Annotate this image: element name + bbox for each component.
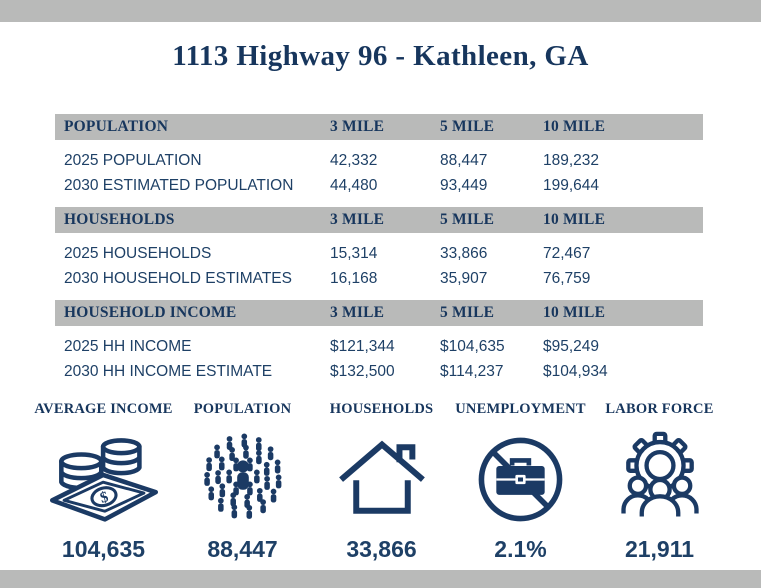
cell-10mile: 189,232 — [543, 151, 600, 169]
row-label: 2025 HOUSEHOLDS — [64, 244, 212, 262]
house-icon — [336, 430, 428, 528]
row-label: 2025 HH INCOME — [64, 337, 192, 355]
stat-value: 2.1% — [494, 536, 547, 562]
cell-3mile: $132,500 — [330, 362, 395, 380]
top-bar — [0, 0, 761, 22]
cell-10mile: 76,759 — [543, 269, 591, 287]
cell-10mile: 72,467 — [543, 244, 591, 262]
stat-average-income: AVERAGE INCOME $ 104,635 — [34, 401, 173, 563]
cell-5mile: 88,447 — [440, 151, 488, 169]
table-section-population: POPULATION 3 MILE 5 MILE 10 MILE 2025 PO… — [55, 114, 703, 207]
section-header: HOUSEHOLDS 3 MILE 5 MILE 10 MILE — [55, 207, 703, 233]
table-row: 2025 POPULATION 42,332 88,447 189,232 — [55, 148, 703, 173]
stat-population: POPULATION — [173, 401, 312, 563]
crowd-icon — [195, 430, 291, 528]
col-header-10mile: 10 MILE — [543, 211, 606, 228]
cell-3mile: 15,314 — [330, 244, 378, 262]
section-title: HOUSEHOLD INCOME — [64, 304, 237, 321]
table-row: 2030 HOUSEHOLD ESTIMATES 16,168 35,907 7… — [55, 266, 703, 291]
section-title: POPULATION — [64, 118, 169, 135]
section-title: HOUSEHOLDS — [64, 211, 175, 228]
stat-label: AVERAGE INCOME — [34, 401, 173, 417]
bottom-bar — [0, 570, 761, 588]
demographics-table: POPULATION 3 MILE 5 MILE 10 MILE 2025 PO… — [55, 114, 703, 393]
stat-value: 88,447 — [207, 536, 278, 562]
cell-5mile: 93,449 — [440, 176, 488, 194]
cell-3mile: 16,168 — [330, 269, 378, 287]
table-section-households: HOUSEHOLDS 3 MILE 5 MILE 10 MILE 2025 HO… — [55, 207, 703, 300]
col-header-10mile: 10 MILE — [543, 118, 606, 135]
stat-value: 21,911 — [624, 536, 695, 562]
cell-10mile: $104,934 — [543, 362, 608, 380]
stat-unemployment: UNEMPLOYMENT 2.1% — [451, 401, 590, 563]
cell-10mile: $95,249 — [543, 337, 600, 355]
cell-3mile: 42,332 — [330, 151, 378, 169]
cell-5mile: 33,866 — [440, 244, 488, 262]
table-row: 2025 HOUSEHOLDS 15,314 33,866 72,467 — [55, 241, 703, 266]
cell-5mile: $114,237 — [440, 362, 504, 380]
cell-3mile: $121,344 — [330, 337, 395, 355]
stat-value: 104,635 — [61, 536, 146, 562]
no-work-icon — [474, 430, 567, 528]
stat-label: HOUSEHOLDS — [329, 401, 434, 417]
col-header-10mile: 10 MILE — [543, 304, 606, 321]
cell-5mile: 35,907 — [440, 269, 488, 287]
cell-3mile: 44,480 — [330, 176, 378, 194]
section-header: POPULATION 3 MILE 5 MILE 10 MILE — [55, 114, 703, 140]
table-row: 2030 ESTIMATED POPULATION 44,480 93,449 … — [55, 173, 703, 198]
col-header-5mile: 5 MILE — [440, 304, 495, 321]
stat-households: HOUSEHOLDS 33,866 — [312, 401, 451, 563]
table-row: 2025 HH INCOME $121,344 $104,635 $95,249 — [55, 334, 703, 359]
section-header: HOUSEHOLD INCOME 3 MILE 5 MILE 10 MILE — [55, 300, 703, 326]
stat-labor-force: LABOR FORCE — [590, 401, 729, 563]
key-stats-row: AVERAGE INCOME $ 104,635 POPULATION — [0, 401, 761, 563]
cell-5mile: $104,635 — [440, 337, 505, 355]
stat-label: UNEMPLOYMENT — [455, 401, 586, 417]
row-label: 2030 ESTIMATED POPULATION — [64, 176, 294, 194]
col-header-5mile: 5 MILE — [440, 118, 495, 135]
page-title: 1113 Highway 96 - Kathleen, GA — [172, 40, 589, 72]
money-icon: $ — [45, 430, 163, 528]
row-label: 2025 POPULATION — [64, 151, 202, 169]
col-header-3mile: 3 MILE — [330, 304, 385, 321]
table-row: 2030 HH INCOME ESTIMATE $132,500 $114,23… — [55, 359, 703, 384]
row-label: 2030 HH INCOME ESTIMATE — [64, 362, 273, 380]
col-header-3mile: 3 MILE — [330, 118, 385, 135]
cell-10mile: 199,644 — [543, 176, 600, 194]
stat-value: 33,866 — [346, 536, 417, 562]
col-header-5mile: 5 MILE — [440, 211, 495, 228]
stat-label: LABOR FORCE — [605, 401, 714, 417]
stat-label: POPULATION — [193, 401, 292, 417]
gear-people-icon — [612, 430, 708, 528]
table-section-household-income: HOUSEHOLD INCOME 3 MILE 5 MILE 10 MILE 2… — [55, 300, 703, 393]
col-header-3mile: 3 MILE — [330, 211, 385, 228]
row-label: 2030 HOUSEHOLD ESTIMATES — [64, 269, 292, 287]
